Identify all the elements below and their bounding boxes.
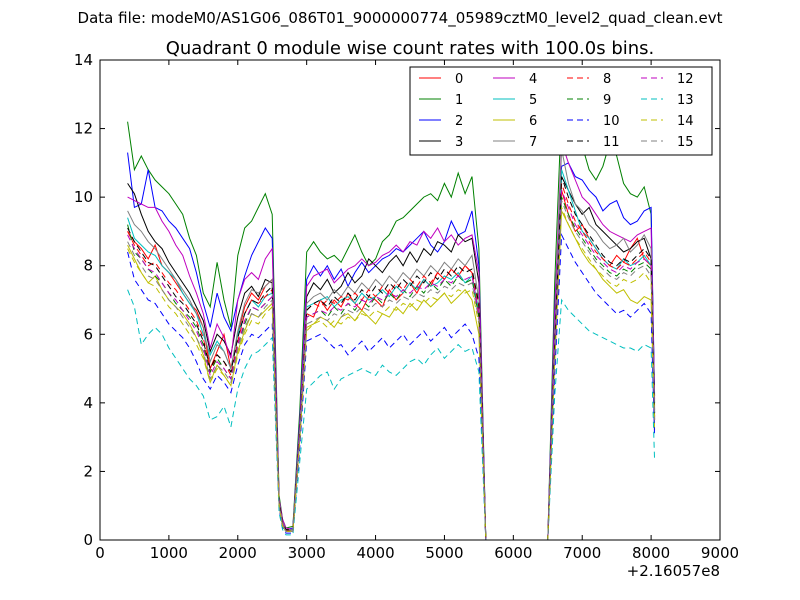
x-tick-label: 3000 — [288, 544, 326, 562]
y-tick-label: 8 — [83, 257, 93, 275]
legend-label-15: 15 — [677, 135, 694, 150]
x-tick-label: 0 — [95, 544, 105, 562]
y-tick-label: 10 — [74, 188, 93, 206]
series-line-5 — [127, 169, 656, 541]
legend-label-0: 0 — [455, 72, 463, 87]
legend-label-8: 8 — [603, 72, 611, 87]
series-line-11 — [127, 176, 656, 541]
x-tick-label: 4000 — [356, 544, 394, 562]
x-tick-label: 7000 — [563, 544, 601, 562]
legend-label-4: 4 — [529, 72, 537, 87]
chart-title: Quadrant 0 module wise count rates with … — [166, 38, 655, 59]
legend-label-12: 12 — [677, 72, 694, 87]
legend-label-14: 14 — [677, 114, 694, 129]
series-line-13 — [127, 289, 656, 541]
legend-label-3: 3 — [455, 135, 463, 150]
y-tick-label: 4 — [83, 394, 93, 412]
y-tick-label: 6 — [83, 325, 93, 343]
y-tick-label: 2 — [83, 462, 93, 480]
legend-label-6: 6 — [529, 114, 537, 129]
plot-frame — [99, 59, 721, 541]
x-tick-label: 9000 — [701, 544, 739, 562]
series-line-4 — [127, 142, 656, 541]
x-tick-label: 2000 — [219, 544, 257, 562]
x-tick-label: 5000 — [425, 544, 463, 562]
x-tick-label: 6000 — [494, 544, 532, 562]
y-tick-label: 0 — [83, 531, 93, 549]
legend-label-5: 5 — [529, 93, 537, 108]
series-line-0 — [127, 190, 656, 541]
x-tick-label: 8000 — [632, 544, 670, 562]
legend-label-11: 11 — [603, 135, 620, 150]
legend-label-9: 9 — [603, 93, 611, 108]
legend-label-10: 10 — [603, 114, 620, 129]
y-tick-label: 12 — [74, 120, 93, 138]
plot-series-group — [127, 106, 656, 541]
y-tick-label: 14 — [74, 51, 93, 69]
x-axis-offset-label: +2.16057e8 — [627, 562, 720, 580]
series-line-1 — [127, 106, 656, 541]
legend-label-1: 1 — [455, 93, 463, 108]
legend-label-7: 7 — [529, 135, 537, 150]
series-line-7 — [127, 149, 656, 541]
legend-label-13: 13 — [677, 93, 694, 108]
series-line-14 — [127, 207, 656, 541]
series-line-10 — [127, 232, 656, 541]
legend-label-2: 2 — [455, 114, 463, 129]
figure-suptitle: Data file: modeM0/AS1G06_086T01_90000007… — [78, 9, 723, 28]
legend-frame — [409, 66, 713, 156]
series-line-15 — [127, 200, 656, 541]
series-line-12 — [127, 190, 656, 541]
axis-ticks-group: 0 1000 2000 3000 4000 5000 6000 7000 8000 9000 0 2 4… — [74, 51, 739, 562]
x-tick-label: 1000 — [150, 544, 188, 562]
